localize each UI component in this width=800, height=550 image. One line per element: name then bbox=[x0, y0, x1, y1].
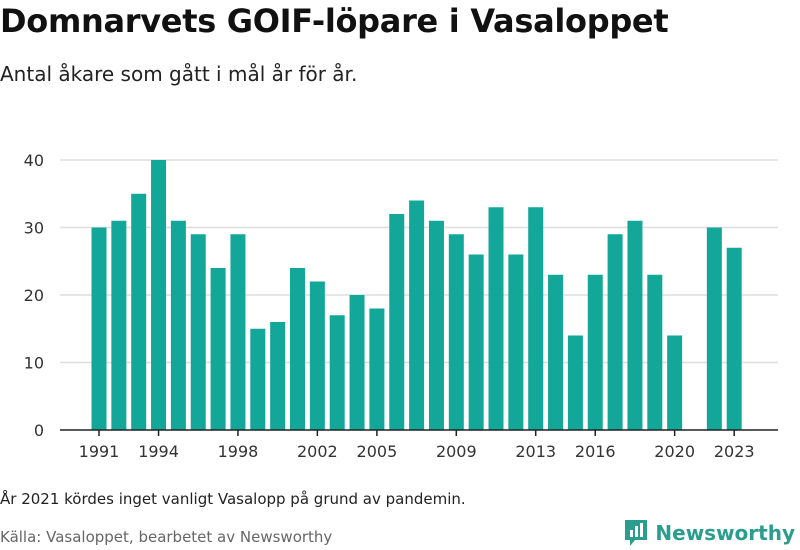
newsworthy-brand: Newsworthy bbox=[623, 518, 795, 548]
bar-1998 bbox=[230, 234, 246, 430]
bar-1993 bbox=[131, 193, 147, 430]
y-tick-label: 0 bbox=[34, 421, 44, 440]
bar-2010 bbox=[468, 254, 484, 430]
bar-2001 bbox=[290, 268, 305, 430]
bar-2002 bbox=[309, 281, 325, 430]
bar-2003 bbox=[329, 315, 345, 430]
bar-2007 bbox=[409, 200, 425, 430]
bar-1991 bbox=[91, 227, 107, 430]
bar-2009 bbox=[448, 234, 464, 430]
chart-subtitle: Antal åkare som gått i mål år för år. bbox=[0, 62, 358, 86]
x-tick-label: 2002 bbox=[297, 442, 338, 461]
bar-2004 bbox=[349, 295, 365, 430]
chart-note: År 2021 kördes inget vanligt Vasalopp på… bbox=[0, 490, 466, 508]
x-tick-label: 2013 bbox=[515, 442, 556, 461]
y-tick-label: 10 bbox=[24, 354, 44, 373]
bar-chart: 0 10 20 30 40 1991 1994 1998 2002 2005 2009 2013 20… bbox=[24, 151, 778, 461]
chart-title: Domnarvets GOIF-löpare i Vasaloppet bbox=[0, 2, 669, 40]
x-tick-label: 1998 bbox=[218, 442, 259, 461]
bar-1995 bbox=[170, 220, 186, 430]
bar-2005 bbox=[369, 308, 385, 430]
bar-1994 bbox=[151, 160, 167, 430]
bar-1997 bbox=[210, 268, 226, 430]
x-tick-label: 2005 bbox=[357, 442, 398, 461]
bar-2008 bbox=[428, 220, 444, 430]
x-tick-label: 2020 bbox=[654, 442, 695, 461]
y-tick-label: 40 bbox=[24, 151, 44, 170]
x-axis: 1991 1994 1998 2002 2005 2009 2013 2016 2020 2023 bbox=[60, 429, 778, 461]
bar-2012 bbox=[508, 254, 524, 430]
y-tick-label: 30 bbox=[24, 219, 44, 238]
bar-2006 bbox=[389, 214, 405, 430]
bar-2017 bbox=[607, 234, 623, 430]
bar-2014 bbox=[548, 274, 564, 430]
x-tick-label: 1994 bbox=[138, 442, 179, 461]
bar-2020 bbox=[667, 335, 683, 430]
x-tick-label: 1991 bbox=[79, 442, 120, 461]
y-axis: 0 10 20 30 40 bbox=[24, 151, 44, 440]
x-tick-label: 2016 bbox=[575, 442, 616, 461]
bar-2015 bbox=[567, 335, 583, 430]
bar-2011 bbox=[488, 207, 504, 430]
x-tick-label: 2023 bbox=[714, 442, 755, 461]
chart-source: Källa: Vasaloppet, bearbetet av Newswort… bbox=[0, 528, 333, 546]
brand-name: Newsworthy bbox=[655, 521, 795, 545]
bar-1996 bbox=[190, 234, 206, 430]
bar-2013 bbox=[528, 207, 544, 430]
bar-2023 bbox=[726, 247, 742, 430]
bar-2016 bbox=[587, 274, 603, 430]
y-tick-label: 20 bbox=[24, 286, 44, 305]
bar-1992 bbox=[111, 220, 127, 430]
bar-2022 bbox=[706, 227, 722, 430]
x-tick-label: 2009 bbox=[436, 442, 477, 461]
newsworthy-logo-icon bbox=[625, 520, 648, 546]
bar-2000 bbox=[270, 322, 286, 430]
bar-2018 bbox=[627, 220, 643, 430]
bars bbox=[91, 160, 742, 430]
bar-2019 bbox=[647, 274, 663, 430]
bar-1999 bbox=[250, 328, 266, 430]
